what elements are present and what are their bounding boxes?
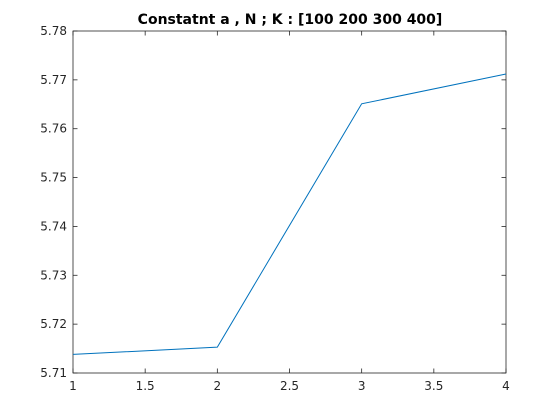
series-line <box>72 73 507 355</box>
y-tick-label: 5.72 <box>40 317 67 331</box>
x-tick-label: 1 <box>69 379 77 393</box>
y-tick-label: 5.77 <box>40 73 67 87</box>
x-tick-label: 3.5 <box>424 379 443 393</box>
y-tick-label: 5.71 <box>40 366 67 380</box>
y-tick-label: 5.75 <box>40 171 67 185</box>
y-tick-label: 5.78 <box>40 24 67 38</box>
x-tick-label: 4 <box>502 379 510 393</box>
x-tick-label: 3 <box>358 379 366 393</box>
plot-area: 1 1.5 2 2.5 3 3.5 4 5.71 5.72 5.73 5.74 5.75 5.76 5.7… <box>40 24 510 393</box>
chart-title: Constatnt a , N ; K : [100 200 300 400] <box>138 12 443 28</box>
y-tick-label: 5.76 <box>40 122 67 136</box>
x-tick-label: 1.5 <box>136 379 155 393</box>
y-tick-label: 5.73 <box>40 268 67 282</box>
x-tick-label: 2 <box>214 379 222 393</box>
x-tick-label: 2.5 <box>280 379 299 393</box>
axes-box <box>72 30 507 374</box>
y-tick-label: 5.74 <box>40 219 67 233</box>
